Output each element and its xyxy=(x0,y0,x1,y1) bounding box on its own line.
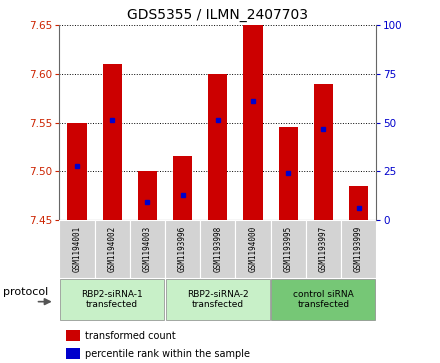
Bar xyxy=(138,171,157,220)
Text: RBP2-siRNA-2
transfected: RBP2-siRNA-2 transfected xyxy=(187,290,249,309)
Bar xyxy=(271,220,306,278)
Text: percentile rank within the sample: percentile rank within the sample xyxy=(85,349,250,359)
Bar xyxy=(306,220,341,278)
Bar xyxy=(243,25,263,220)
Text: GSM1193995: GSM1193995 xyxy=(284,225,293,272)
Bar xyxy=(279,127,298,220)
Text: GSM1194002: GSM1194002 xyxy=(108,225,117,272)
Bar xyxy=(67,122,87,220)
Bar xyxy=(271,278,375,321)
Bar xyxy=(66,348,80,359)
Bar xyxy=(95,220,130,278)
Title: GDS5355 / ILMN_2407703: GDS5355 / ILMN_2407703 xyxy=(127,8,308,22)
Bar xyxy=(349,185,368,220)
Text: control siRNA
transfected: control siRNA transfected xyxy=(293,290,354,309)
Bar xyxy=(208,74,227,220)
Bar xyxy=(173,156,192,220)
Text: GSM1193997: GSM1193997 xyxy=(319,225,328,272)
Text: protocol: protocol xyxy=(3,287,48,297)
Bar xyxy=(103,64,122,220)
Bar xyxy=(166,278,270,321)
Text: GSM1193996: GSM1193996 xyxy=(178,225,187,272)
Bar xyxy=(60,278,164,321)
Bar xyxy=(130,220,165,278)
Text: GSM1194001: GSM1194001 xyxy=(73,225,81,272)
Bar xyxy=(165,220,200,278)
Bar xyxy=(341,220,376,278)
Bar xyxy=(59,220,95,278)
Text: RBP2-siRNA-1
transfected: RBP2-siRNA-1 transfected xyxy=(81,290,143,309)
Text: GSM1193998: GSM1193998 xyxy=(213,225,222,272)
Text: GSM1194003: GSM1194003 xyxy=(143,225,152,272)
Text: GSM1194000: GSM1194000 xyxy=(249,225,257,272)
Bar xyxy=(314,83,333,220)
Bar xyxy=(66,330,80,341)
Text: transformed count: transformed count xyxy=(85,331,176,341)
Bar xyxy=(200,220,235,278)
Text: GSM1193999: GSM1193999 xyxy=(354,225,363,272)
Bar xyxy=(235,220,271,278)
